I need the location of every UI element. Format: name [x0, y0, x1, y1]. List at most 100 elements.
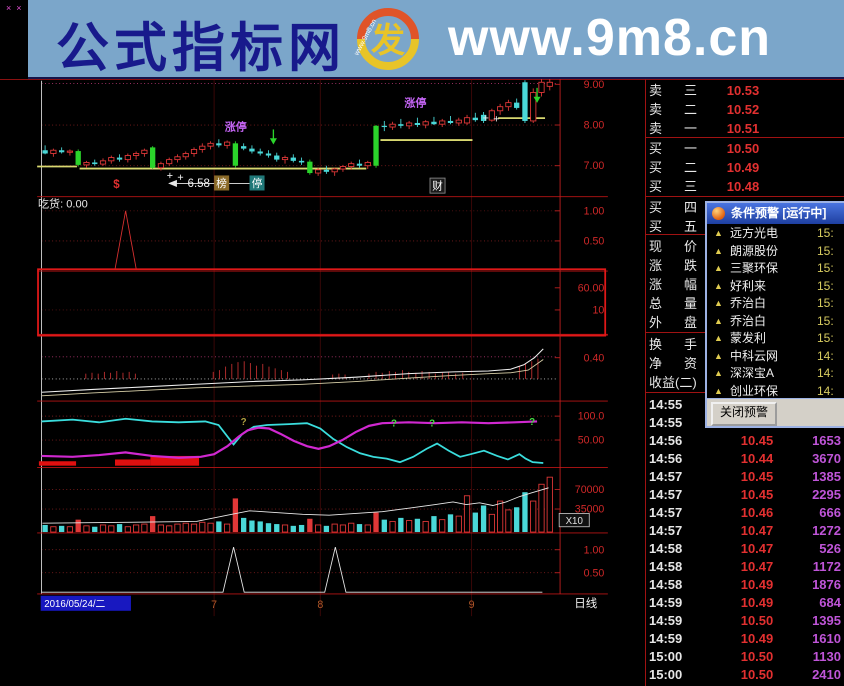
tick-row[interactable]: 14:56 10.44 3670: [646, 450, 844, 468]
info-row-外盘[interactable]: 外盘: [646, 314, 844, 332]
candlestick: [315, 169, 322, 174]
tick-row[interactable]: 14:55: [646, 396, 844, 414]
volume-bar: [488, 513, 495, 533]
axis-label: 100.0: [578, 411, 605, 423]
alert-time: 15:: [817, 278, 834, 293]
info-row-涨幅[interactable]: 涨幅: [646, 276, 844, 294]
site-banner[interactable]: 公式指标网 发 www.9m8.cn www.9m8.cn: [28, 0, 844, 78]
quote-row-卖三[interactable]: 卖三 10.53: [646, 82, 844, 100]
volume-bar: [190, 523, 198, 533]
panel5-magenta-line: [41, 420, 538, 459]
candlestick: [290, 157, 296, 161]
tick-row[interactable]: 14:56 10.45 1653: [646, 432, 844, 450]
candlestick: [274, 155, 280, 160]
candlestick: [488, 110, 495, 121]
tick-row[interactable]: 14:58 10.47 526: [646, 540, 844, 558]
alert-item[interactable]: ▲ 远方光电 15:: [707, 225, 844, 243]
quote-row-卖一[interactable]: 卖一 10.51: [646, 120, 844, 138]
alert-item[interactable]: ▲ 深深宝A 14:: [707, 365, 844, 383]
month-label: 8: [317, 599, 323, 611]
info-row-净资[interactable]: 净资: [646, 355, 844, 373]
tick-time: 14:57: [649, 505, 683, 520]
tick-row[interactable]: 14:59 10.49 684: [646, 594, 844, 612]
volume-bar: [50, 526, 57, 533]
month-label: 9: [469, 599, 475, 611]
quote-value: 10.48: [726, 179, 760, 194]
volume-bar: [116, 524, 123, 533]
tick-row[interactable]: 14:57 10.45 1385: [646, 468, 844, 486]
tick-volume: 1610: [812, 631, 841, 646]
panel5-cyan-line: [41, 417, 544, 464]
period-label[interactable]: 日线: [574, 596, 597, 610]
candlestick: [249, 148, 255, 152]
tick-row[interactable]: 14:59 10.49 1610: [646, 630, 844, 648]
alert-item[interactable]: ▲ 三聚环保 15:: [707, 260, 844, 278]
volume-bar: [497, 500, 504, 533]
volume-bar: [307, 518, 313, 533]
site-logo-icon: 发: [357, 8, 419, 70]
tick-row[interactable]: 15:00 10.50 2410: [646, 666, 844, 684]
volume-bar: [348, 522, 355, 533]
alert-item[interactable]: ▲ 乔治白 15:: [707, 295, 844, 313]
alert-item[interactable]: ▲ 蒙发利 15:: [707, 330, 844, 348]
tick-time: 14:57: [649, 523, 683, 538]
alert-item[interactable]: ▲ 中科云网 14:: [707, 348, 844, 366]
tick-row[interactable]: 15:00 10.50 1130: [646, 648, 844, 666]
candlestick: [447, 120, 454, 123]
quote-value: 10.53: [726, 83, 760, 98]
up-arrow-icon: ▲: [714, 333, 723, 343]
chart-canvas[interactable]: 吃货: 0.00??? ?9.008.007.001.000.5060.00100…: [0, 79, 645, 686]
quote-row-买五[interactable]: 买五: [646, 218, 844, 236]
tick-row[interactable]: 14:57 10.47 1272: [646, 522, 844, 540]
axis-label: 35000: [575, 504, 605, 516]
alert-item[interactable]: ▲ 好利来 15:: [707, 278, 844, 296]
candlestick: [406, 122, 413, 127]
tick-price: 10.49: [740, 595, 774, 610]
candlestick: [281, 157, 289, 161]
info-row-总量[interactable]: 总量: [646, 295, 844, 313]
close-alert-button[interactable]: 关闭预警: [711, 402, 777, 426]
info-row-换手[interactable]: 换手: [646, 336, 844, 354]
alert-item[interactable]: ▲ 乔治白 15:: [707, 313, 844, 331]
quote-row-买三[interactable]: 买三 10.48: [646, 178, 844, 196]
tick-price: 10.45: [740, 469, 774, 484]
info-label: 总量: [649, 296, 697, 311]
quote-label: 卖一: [649, 121, 697, 136]
tick-row[interactable]: 14:55: [646, 414, 844, 432]
volume-bar: [124, 526, 131, 533]
candlestick: [455, 119, 462, 124]
volume-bar: [207, 522, 214, 533]
info-row-收益(二)[interactable]: 收益(二): [646, 374, 844, 392]
tick-row[interactable]: 14:58 10.47 1172: [646, 558, 844, 576]
tick-row[interactable]: 14:59 10.50 1395: [646, 612, 844, 630]
alert-stock-name: 乔治白: [730, 296, 767, 310]
candlestick: [116, 157, 123, 160]
tick-price: 10.47: [740, 523, 774, 538]
quote-row-卖二[interactable]: 卖二 10.52: [646, 101, 844, 119]
volume-bar: [389, 520, 396, 533]
price-note: 6.58: [188, 178, 210, 190]
alert-item[interactable]: ▲ 创业环保 14:: [707, 383, 844, 401]
alert-stock-name: 乔治白: [730, 313, 767, 328]
alert-popup[interactable]: 条件预警 [运行中] ▲ 远方光电 15: ▲ 朗源股份 15: ▲ 三聚环保 15: ▲ 好利来 1…: [705, 201, 844, 428]
volume-bar: [315, 524, 322, 533]
quote-row-买一[interactable]: 买一 10.50: [646, 140, 844, 158]
tick-row[interactable]: 14:57 10.46 666: [646, 504, 844, 522]
quote-value: 10.52: [726, 102, 760, 117]
tick-volume: 526: [819, 541, 841, 556]
alert-item[interactable]: ▲ 朗源股份 15:: [707, 243, 844, 261]
candlestick: [472, 117, 478, 121]
quote-row-买二[interactable]: 买二 10.49: [646, 159, 844, 177]
alert-time: 14:: [817, 366, 834, 380]
alert-stock-name: 朗源股份: [730, 243, 779, 258]
quote-row-买四[interactable]: 买四: [646, 199, 844, 217]
tick-row[interactable]: 14:58 10.49 1876: [646, 576, 844, 594]
info-row-现价[interactable]: 现价: [646, 238, 844, 256]
volume-bar: [58, 525, 65, 533]
alert-popup-titlebar[interactable]: 条件预警 [运行中]: [707, 203, 844, 224]
tick-time: 15:00: [649, 667, 683, 682]
tick-row[interactable]: 14:57 10.45 2295: [646, 486, 844, 504]
info-row-涨跌[interactable]: 涨跌: [646, 257, 844, 275]
quote-label: 买一: [649, 141, 697, 156]
